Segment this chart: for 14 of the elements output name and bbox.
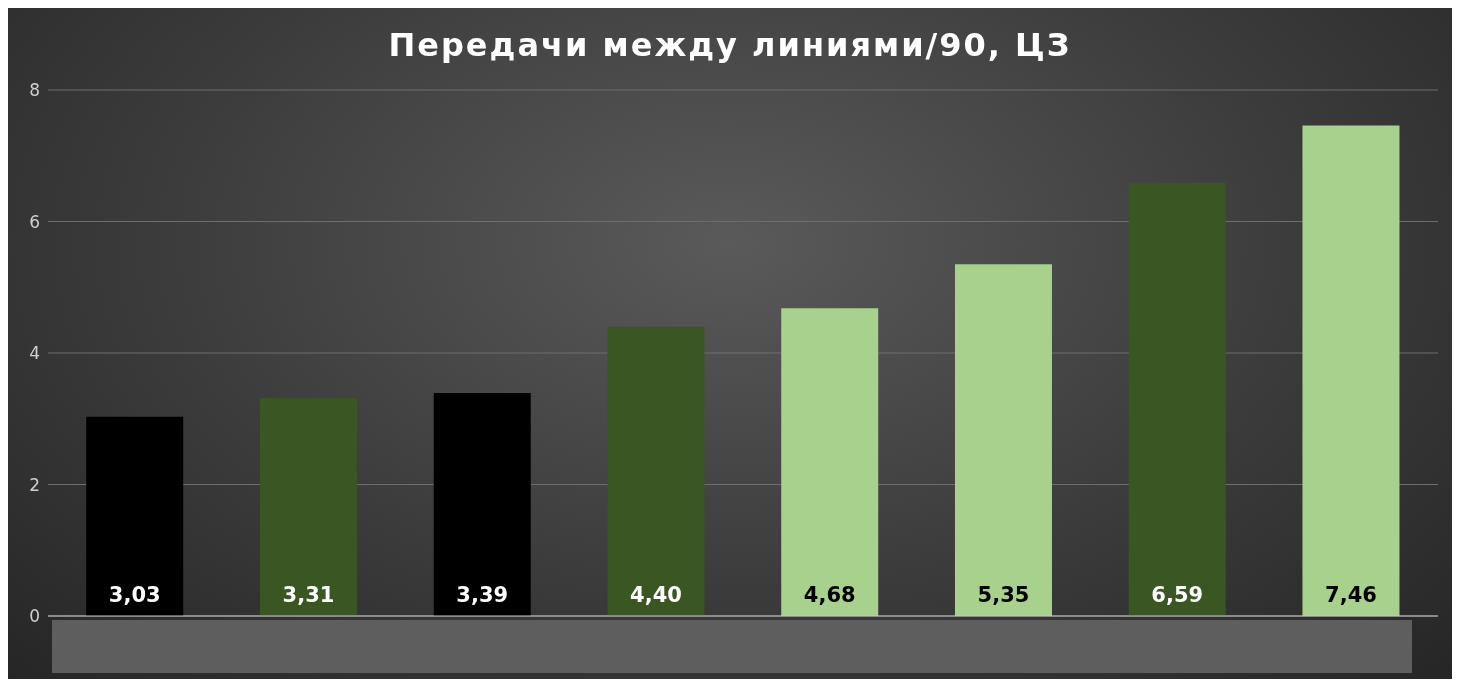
chart-title: Передачи между линиями/90, ЦЗ xyxy=(387,26,1073,64)
data-label: 4,40 xyxy=(630,583,682,607)
data-label: 7,46 xyxy=(1325,583,1377,607)
data-label: 5,35 xyxy=(977,583,1030,607)
y-tick-label: 4 xyxy=(29,343,40,364)
y-tick-label: 6 xyxy=(29,211,40,232)
y-tick-label: 8 xyxy=(29,80,40,101)
data-label: 3,39 xyxy=(456,583,509,607)
data-label: 3,31 xyxy=(282,583,335,607)
y-tick-label: 0 xyxy=(29,606,40,627)
y-tick-label: 2 xyxy=(29,474,40,495)
data-label: 3,03 xyxy=(108,583,161,607)
data-label: 6,59 xyxy=(1151,583,1204,607)
data-label: 4,68 xyxy=(803,583,856,607)
